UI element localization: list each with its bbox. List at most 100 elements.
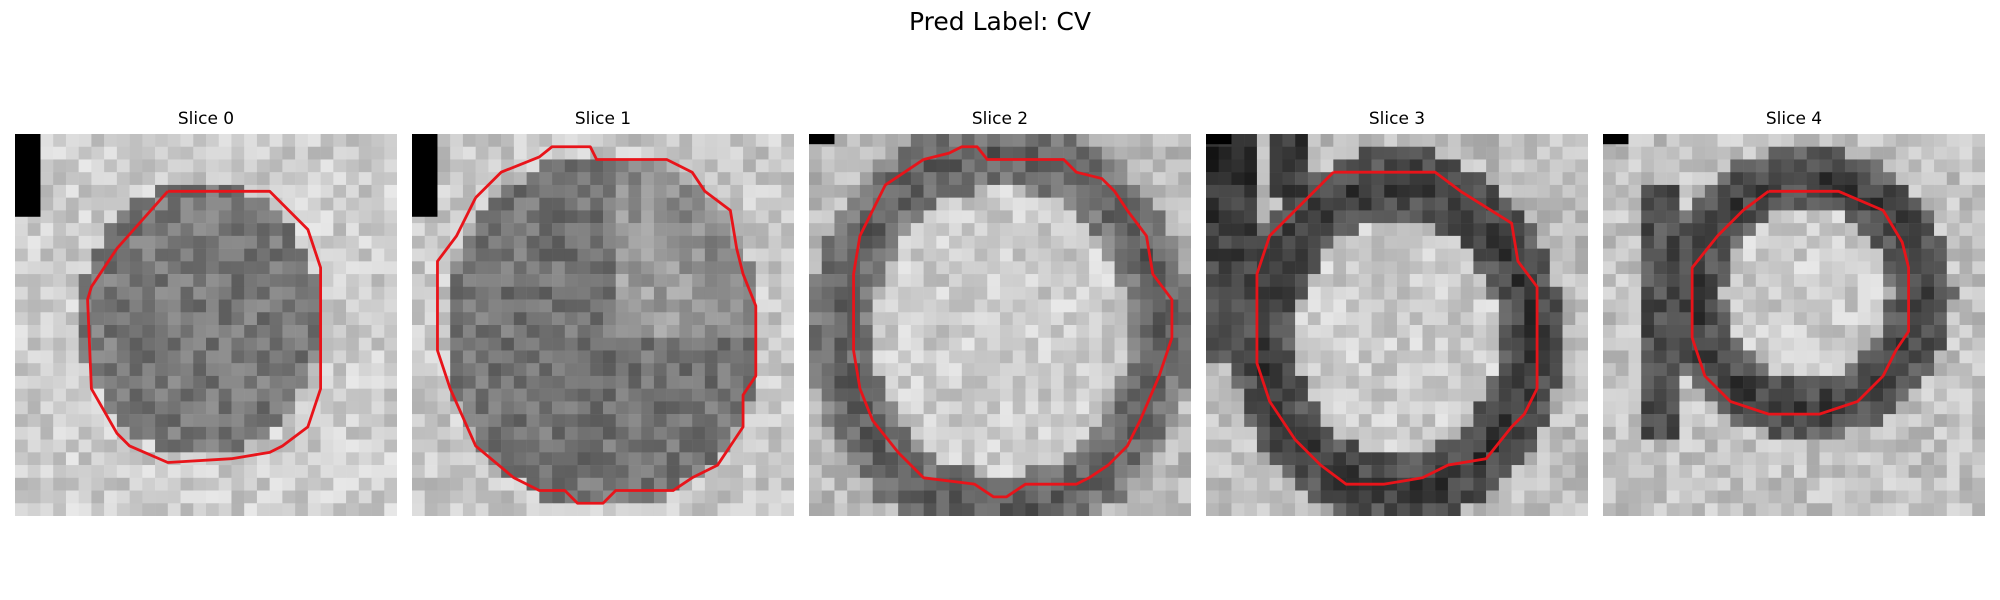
pixel (475, 426, 489, 440)
pixel (717, 414, 731, 428)
pixel (577, 350, 591, 364)
pixel (1076, 350, 1090, 364)
pixel (1819, 414, 1833, 428)
pixel (488, 299, 502, 313)
pixel (1140, 274, 1154, 288)
pixel (40, 172, 54, 186)
pixel (1537, 426, 1551, 440)
pixel (1050, 159, 1064, 173)
pixel (1206, 197, 1219, 211)
pixel (1140, 490, 1154, 504)
pixel (1358, 299, 1372, 313)
pixel (1025, 401, 1039, 415)
pixel (256, 401, 270, 415)
pixel (872, 146, 886, 160)
pixel (859, 490, 873, 504)
pixel (1422, 134, 1436, 147)
pixel (1972, 235, 1985, 249)
pixel (1282, 503, 1296, 516)
pixel (1819, 325, 1833, 338)
pixel (1934, 261, 1948, 275)
pixel (206, 172, 219, 186)
pixel (1819, 299, 1833, 313)
pixel (1076, 503, 1090, 516)
pixel (628, 503, 642, 516)
pixel (859, 350, 873, 364)
pixel (885, 312, 899, 326)
pixel (974, 363, 988, 377)
pixel (743, 325, 757, 338)
pixel (1575, 477, 1588, 491)
pixel (1972, 299, 1985, 313)
pixel (552, 401, 566, 415)
pixel (590, 452, 604, 466)
pixel (244, 235, 258, 249)
pixel (641, 337, 655, 351)
pixel (1473, 261, 1487, 275)
pixel (755, 210, 769, 224)
pixel (743, 452, 757, 466)
pixel (526, 312, 540, 326)
pixel (244, 197, 258, 211)
pixel (1460, 490, 1474, 504)
pixel (488, 388, 502, 402)
pixel (1934, 312, 1948, 326)
pixel (1575, 146, 1588, 160)
pixel (1076, 388, 1090, 402)
pixel (539, 350, 553, 364)
pixel (949, 299, 963, 313)
pixel (1333, 197, 1347, 211)
pixel (859, 452, 873, 466)
pixel (1012, 248, 1026, 262)
pixel (1206, 248, 1219, 262)
pixel (1537, 299, 1551, 313)
pixel (615, 388, 629, 402)
pixel (78, 363, 92, 377)
pixel (615, 248, 629, 262)
pixel (282, 426, 296, 440)
pixel (40, 223, 54, 237)
pixel (704, 146, 718, 160)
pixel (1768, 210, 1782, 224)
pixel (193, 146, 207, 160)
pixel (295, 286, 309, 300)
pixel (1409, 223, 1423, 237)
pixel (1127, 350, 1141, 364)
pixel (974, 134, 988, 147)
pixel (1178, 299, 1191, 313)
pixel (872, 477, 886, 491)
pixel (78, 375, 92, 389)
pixel (206, 388, 219, 402)
pixel (1895, 261, 1909, 275)
pixel (371, 439, 385, 453)
pixel (116, 477, 130, 491)
pixel (1819, 503, 1833, 516)
pixel (768, 490, 782, 504)
pixel (847, 465, 861, 479)
pixel (488, 426, 502, 440)
pixel (1460, 477, 1474, 491)
pixel (15, 452, 28, 466)
pixel (539, 134, 553, 147)
pixel (1114, 426, 1128, 440)
pixel (320, 503, 334, 516)
pixel (1603, 261, 1616, 275)
pixel (1000, 286, 1013, 300)
pixel (1409, 235, 1423, 249)
pixel (1384, 426, 1398, 440)
pixel (641, 439, 655, 453)
pixel (936, 375, 950, 389)
pixel (781, 388, 794, 402)
pixel (1768, 426, 1782, 440)
pixel (142, 299, 156, 313)
pixel (15, 465, 28, 479)
pixel (1050, 490, 1064, 504)
pixel (1320, 197, 1334, 211)
pixel (1486, 248, 1500, 262)
pixel (974, 350, 988, 364)
pixel (1050, 146, 1064, 160)
pixel (244, 363, 258, 377)
pixel (1755, 452, 1769, 466)
pixel (898, 299, 912, 313)
pixel (577, 286, 591, 300)
